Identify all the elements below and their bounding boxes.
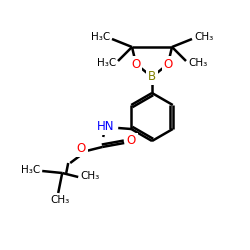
Text: O: O: [164, 58, 172, 70]
Text: CH₃: CH₃: [50, 195, 70, 205]
Text: CH₃: CH₃: [80, 171, 100, 181]
Text: H₃C: H₃C: [21, 165, 40, 175]
Text: CH₃: CH₃: [194, 32, 213, 42]
Text: CH₃: CH₃: [188, 58, 207, 68]
Text: O: O: [76, 142, 86, 156]
Text: O: O: [132, 58, 140, 70]
Text: H₃C: H₃C: [97, 58, 116, 68]
Text: B: B: [148, 70, 156, 84]
Text: HN: HN: [96, 120, 114, 134]
Text: H₃C: H₃C: [91, 32, 110, 42]
Text: O: O: [126, 134, 136, 147]
